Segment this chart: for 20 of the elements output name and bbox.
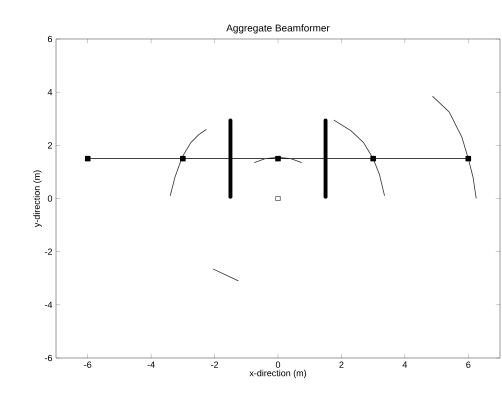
line-series	[170, 128, 207, 196]
line-series	[432, 96, 477, 199]
x-tick-label: 2	[339, 362, 344, 368]
y-axis-title: y-direction (m)	[33, 170, 42, 228]
x-tick-label: -4	[148, 362, 155, 368]
y-tick-label: 6	[48, 36, 52, 42]
x-axis-title: x-direction (m)	[249, 370, 306, 378]
x-tick-label: 4	[402, 362, 408, 368]
y-tick-label: -2	[44, 248, 52, 255]
x-tick-label: 6	[466, 362, 470, 368]
y-tick-label: 0	[48, 195, 52, 202]
x-tick-label: 0	[276, 362, 280, 368]
y-tick-label: 2	[48, 142, 52, 148]
chart-title: Aggregate Beamformer	[226, 24, 330, 34]
y-tick-label: 4	[48, 89, 52, 96]
x-tick-label: -2	[210, 362, 218, 368]
line-series	[333, 120, 385, 196]
y-tick-label: -6	[44, 354, 52, 362]
x-tick-label: -6	[84, 362, 92, 368]
y-tick-label: -4	[44, 302, 52, 308]
